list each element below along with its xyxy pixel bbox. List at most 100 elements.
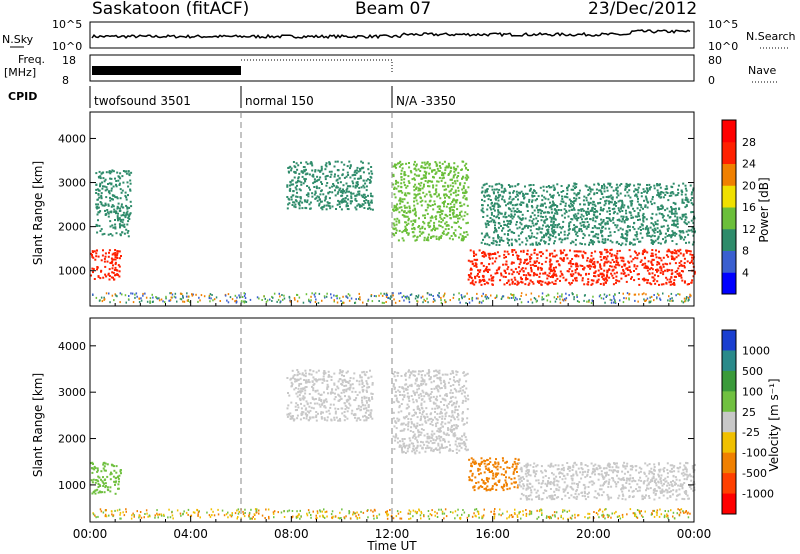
noise-trace [91, 29, 691, 40]
colorbar-tick-label: -1000 [742, 488, 774, 501]
data-region [90, 249, 122, 281]
freq-trace [92, 66, 241, 75]
colorbar-frame [721, 119, 737, 295]
cpid-segment-label: N/A -3350 [396, 94, 456, 108]
nave-trace [241, 59, 393, 74]
x-tick-label: 12:00 [375, 527, 410, 541]
colorbar-tick-label: 100 [742, 385, 763, 398]
velocity-panel: 1000 2000 3000 4000 [58, 317, 696, 523]
noise-left-tick-bottom: 10^0 [52, 40, 82, 53]
cpid-segment-label: normal 150 [245, 94, 314, 108]
data-region [518, 461, 696, 501]
data-region [468, 457, 520, 492]
colorbar-swatch [722, 452, 736, 474]
colorbar-tick-label: 24 [742, 158, 756, 171]
nave-tick-top: 80 [708, 54, 722, 67]
nave-tick-bottom: 0 [708, 74, 715, 87]
noise-panel-frame [89, 21, 695, 49]
colorbar-tick-label: 12 [742, 223, 756, 236]
x-axis-label: Time UT [366, 539, 417, 553]
data-region [286, 369, 374, 422]
beam-title: Beam 07 [355, 0, 431, 19]
noise-right-tick-top: 10^5 [708, 18, 738, 31]
y-tick-label: 1000 [58, 479, 86, 492]
y-tick-label: 3000 [58, 177, 86, 190]
noise-left-tick-top: 10^5 [52, 18, 82, 31]
colorbar-swatch [722, 350, 736, 372]
noise-left-label: N.Sky [2, 33, 34, 46]
y-tick-label: 2000 [58, 433, 86, 446]
y-tick-label: 4000 [58, 132, 86, 145]
low-range-scatter [92, 508, 691, 520]
colorbar-tick-label: 4 [742, 266, 749, 279]
data-region [392, 160, 470, 242]
colorbar-swatch [722, 330, 736, 351]
velocity-ylabel: Slant Range [km] [31, 373, 45, 477]
data-region [480, 182, 696, 247]
colorbar-swatch [722, 228, 736, 251]
power-colorbar-label: Power [dB] [757, 177, 771, 242]
freq-label-2: [MHz] [4, 66, 36, 79]
colorbar-swatch [722, 207, 736, 230]
colorbar-tick-label: 16 [742, 201, 756, 214]
colorbar-tick-label: -25 [742, 426, 760, 439]
velocity-colorbar-label: Velocity [m s⁻¹] [767, 378, 781, 471]
colorbar-swatch [722, 473, 736, 495]
power-panel: 1000 2000 3000 4000 [58, 111, 696, 307]
power-ylabel: Slant Range [km] [31, 161, 45, 265]
freq-tick-top: 18 [62, 54, 76, 67]
freq-panel-frame [89, 54, 695, 82]
colorbar-swatch [722, 272, 736, 295]
freq-label-1: Freq. [18, 53, 45, 66]
low-range-scatter [92, 292, 692, 304]
x-tick-label: 08:00 [274, 527, 309, 541]
colorbar-swatch [722, 391, 736, 413]
freq-tick-bottom: 8 [62, 74, 69, 87]
velocity-colorbar: 1000 500 100 25 -25 -100 -500 -1000 [721, 329, 774, 515]
colorbar-swatch [722, 493, 736, 515]
data-region [467, 248, 696, 286]
y-tick-label: 4000 [58, 340, 86, 353]
noise-right-label: N.Search [746, 30, 796, 43]
colorbar-tick-label: 500 [742, 365, 763, 378]
data-region [392, 369, 470, 455]
y-tick-label: 1000 [58, 265, 86, 278]
data-region [286, 160, 374, 211]
x-tick-label: 20:00 [576, 527, 611, 541]
colorbar-tick-label: 20 [742, 179, 756, 192]
data-region [95, 169, 133, 238]
colorbar-tick-label: 28 [742, 136, 756, 149]
colorbar-tick-label: -500 [742, 467, 767, 480]
colorbar-swatch [722, 163, 736, 186]
date-title: 23/Dec/2012 [588, 0, 697, 19]
data-region [90, 461, 122, 495]
noise-right-tick-bottom: 10^0 [708, 40, 738, 53]
x-tick-label: 16:00 [475, 527, 510, 541]
colorbar-swatch [722, 120, 736, 143]
power-colorbar: 4 8 12 16 20 24 28 [721, 119, 756, 295]
y-tick-label: 3000 [58, 386, 86, 399]
y-tick-label: 2000 [58, 221, 86, 234]
cpid-segment-label: twofsound 3501 [94, 94, 191, 108]
colorbar-swatch [722, 185, 736, 208]
x-axis: 00:00 04:00 08:00 12:00 16:00 20:00 00:00 [73, 527, 712, 541]
colorbar-tick-label: 25 [742, 406, 756, 419]
colorbar-swatch [722, 432, 736, 454]
x-tick-label: 00:00 [677, 527, 712, 541]
colorbar-swatch [722, 141, 736, 164]
noise-line [91, 29, 691, 40]
x-tick-label: 00:00 [73, 527, 108, 541]
colorbar-tick-label: -100 [742, 447, 767, 460]
colorbar-swatch [722, 411, 736, 433]
colorbar-swatch [722, 370, 736, 392]
colorbar-swatch [722, 250, 736, 273]
colorbar-tick-label: 1000 [742, 344, 770, 357]
colorbar-frame [721, 329, 737, 515]
colorbar-tick-label: 8 [742, 245, 749, 258]
nave-label: Nave [748, 64, 776, 77]
station-title: Saskatoon (fitACF) [92, 0, 249, 19]
cpid-label: CPID [8, 90, 37, 103]
x-tick-label: 04:00 [173, 527, 208, 541]
cpid-segments: twofsound 3501 normal 150 N/A -3350 [89, 86, 456, 108]
